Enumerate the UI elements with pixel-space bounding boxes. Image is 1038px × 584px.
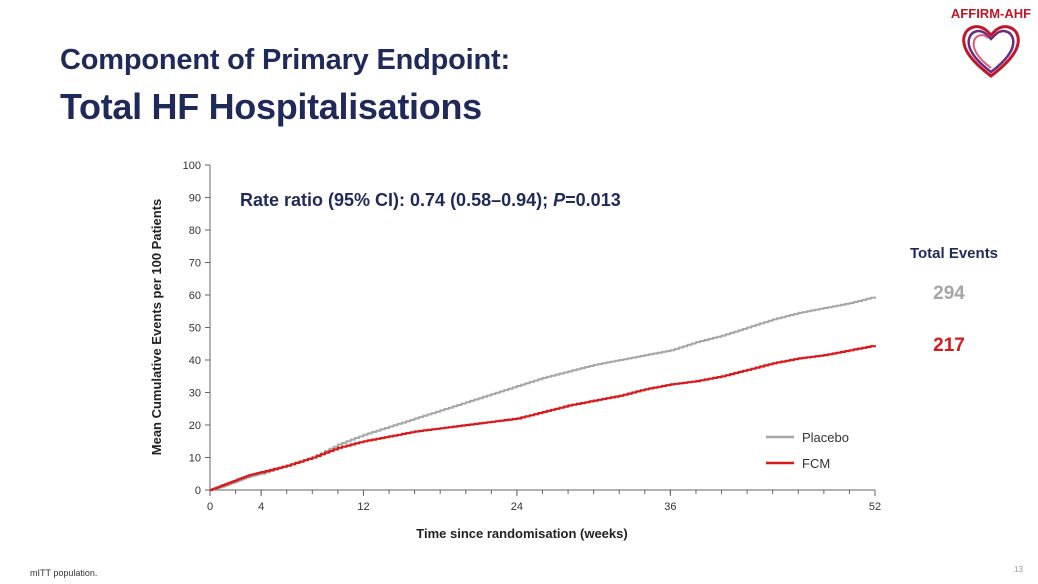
y-tick-label: 30 <box>189 388 201 400</box>
legend-fcm-label: FCM <box>802 456 830 471</box>
x-tick-label: 4 <box>258 501 264 513</box>
y-tick-label: 70 <box>189 258 201 270</box>
logo-text: AFFIRM-AHF <box>950 6 1032 21</box>
total-events-fcm: 217 <box>933 335 965 356</box>
affirm-ahf-logo: AFFIRM-AHF <box>946 4 1038 84</box>
y-tick-label: 100 <box>183 160 201 172</box>
y-axis-title: Mean Cumulative Events per 100 Patients <box>149 199 164 455</box>
legend-placebo-label: Placebo <box>802 430 849 445</box>
y-tick-label: 80 <box>189 225 201 237</box>
x-tick-label: 36 <box>664 501 676 513</box>
series-line-fcm <box>210 345 877 492</box>
y-tick-label: 60 <box>189 290 201 302</box>
x-tick-label: 0 <box>207 501 213 513</box>
footnote: mITT population. <box>30 568 98 578</box>
page-number: 13 <box>1014 565 1023 574</box>
p-label: P <box>553 190 566 210</box>
x-tick-label: 24 <box>511 501 523 513</box>
slide-title-line2: Total HF Hospitalisations <box>60 86 482 127</box>
p-value: =0.013 <box>565 190 621 210</box>
y-tick-label: 0 <box>195 485 201 497</box>
x-tick-label: 12 <box>357 501 369 513</box>
y-tick-label: 90 <box>189 193 201 205</box>
slide-title-line1: Component of Primary Endpoint: <box>60 44 510 76</box>
total-events-placebo: 294 <box>933 283 965 304</box>
heart-icon <box>962 25 1020 78</box>
y-tick-label: 40 <box>189 355 201 367</box>
x-tick-label: 52 <box>869 501 881 513</box>
rate-ratio-annotation: Rate ratio (95% CI): 0.74 (0.58–0.94); P… <box>240 190 621 210</box>
legend: Placebo FCM <box>766 430 849 471</box>
rate-ratio-text: Rate ratio (95% CI): 0.74 (0.58–0.94); <box>240 190 553 210</box>
x-axis-title: Time since randomisation (weeks) <box>416 526 627 541</box>
total-events-title: Total Events <box>910 245 998 262</box>
y-tick-label: 50 <box>189 323 201 335</box>
y-tick-label: 10 <box>189 453 201 465</box>
y-tick-label: 20 <box>189 420 201 432</box>
series-line-placebo <box>210 296 876 491</box>
